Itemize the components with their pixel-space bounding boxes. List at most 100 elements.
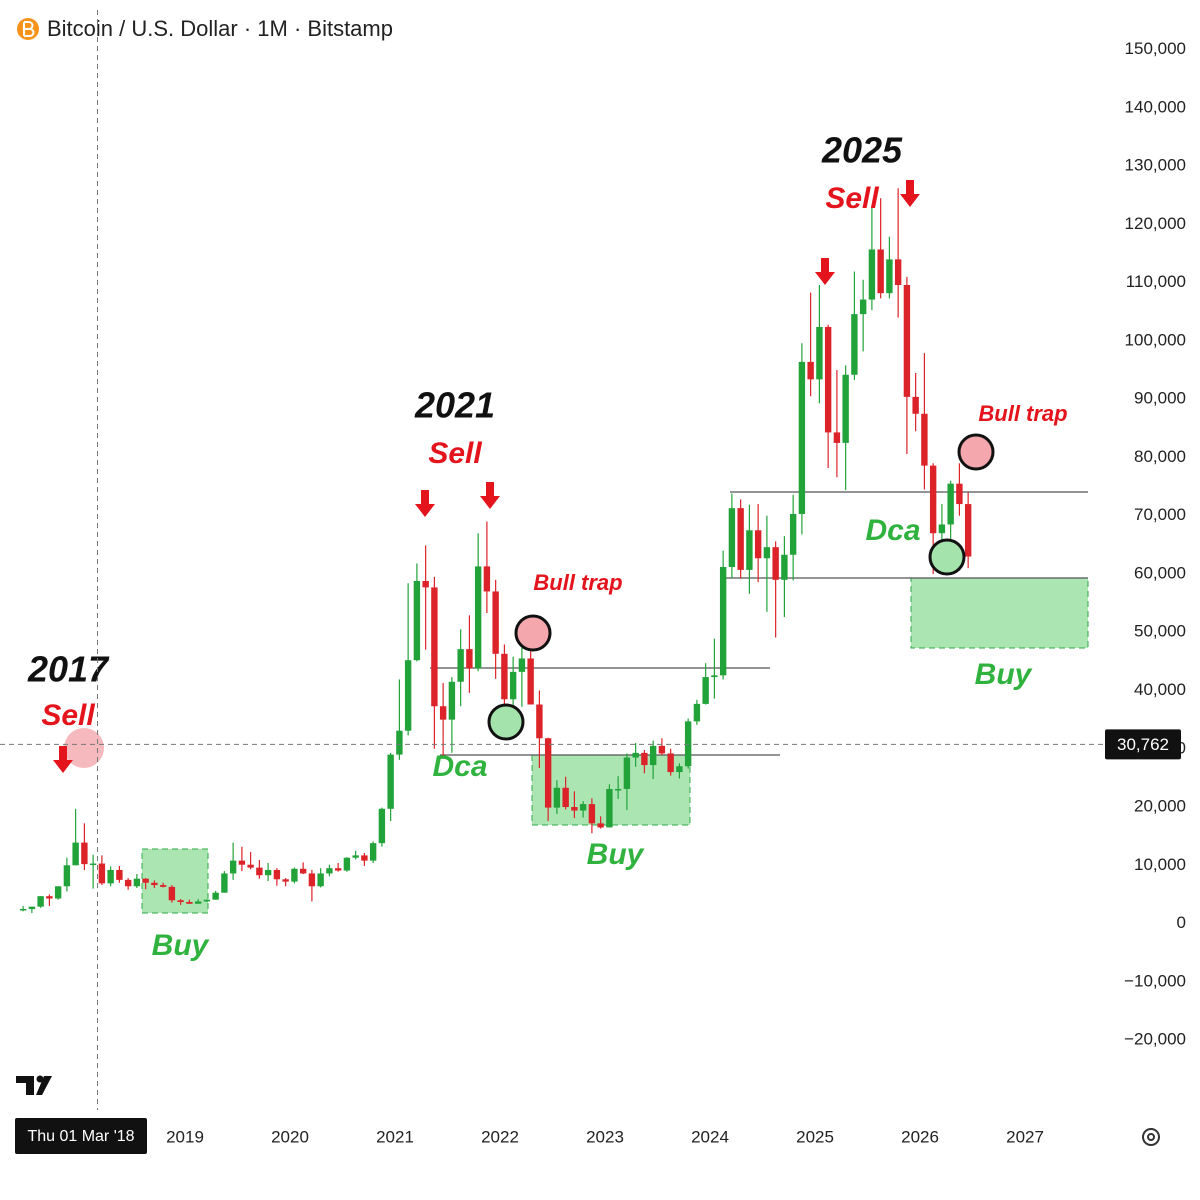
pink-circle (64, 728, 104, 768)
x-tick-label: 2027 (1006, 1127, 1044, 1146)
candle-body (46, 896, 53, 899)
candle-body (474, 566, 482, 669)
annotation: Buy (152, 929, 210, 962)
candle-body (54, 886, 62, 899)
price-label-box (1105, 729, 1181, 760)
candle-body (308, 873, 316, 887)
tv-logo-dot (36, 1075, 44, 1083)
annotation: Sell (428, 437, 482, 470)
candle-body (571, 807, 578, 811)
candle-body (527, 658, 534, 705)
y-tick-label: 90,000 (1134, 389, 1186, 408)
x-tick-label: 2020 (271, 1127, 309, 1146)
annotation: Sell (41, 699, 95, 732)
candle-body (536, 704, 543, 739)
candle-body (859, 299, 867, 315)
annotation: Buy (587, 838, 645, 871)
date-label-box (15, 1118, 147, 1154)
candle-body (921, 413, 928, 466)
y-tick-label: 60,000 (1134, 563, 1186, 582)
candle-body (623, 757, 631, 789)
date-label: Thu 01 Mar '18 (27, 1128, 134, 1145)
candle-body (72, 842, 79, 866)
candle-body (772, 547, 779, 580)
candle-body (824, 326, 832, 433)
candle-body (851, 314, 858, 375)
candle-body (37, 896, 44, 907)
candle-body (544, 738, 552, 808)
candle-body (711, 675, 718, 678)
y-tick-label: −20,000 (1124, 1030, 1186, 1049)
y-tick-label: 130,000 (1125, 156, 1186, 175)
candle-body (737, 508, 744, 570)
y-tick-label: 50,000 (1134, 622, 1186, 641)
candle-body (789, 513, 797, 555)
candle-body (483, 566, 491, 592)
candle-body (282, 879, 289, 882)
candle-body (588, 804, 596, 824)
candle-body (492, 591, 499, 654)
candle-body (203, 899, 211, 902)
green-circle (487, 703, 525, 741)
candle-body (684, 721, 692, 767)
candle-body (518, 658, 526, 672)
y-tick-label: 120,000 (1125, 214, 1186, 233)
y-tick-label: 70,000 (1134, 505, 1186, 524)
candle-body (256, 867, 263, 876)
candle-body (457, 649, 464, 682)
candle-body (886, 259, 893, 294)
tv-logo (16, 1076, 52, 1095)
candle-body (816, 326, 823, 380)
candle-body (229, 860, 237, 874)
y-tick-label: 100,000 (1125, 330, 1186, 349)
candle-body (641, 752, 648, 766)
candle-body (667, 753, 674, 773)
candle-body (807, 361, 814, 380)
candle-body (422, 580, 429, 588)
candle-body (938, 524, 946, 534)
candle-body (343, 857, 351, 871)
candle-body (334, 868, 342, 871)
candle-body (186, 902, 193, 904)
chart-title: Bitcoin / U.S. Dollar · 1M · Bitstamp (47, 16, 393, 41)
candle-body (19, 908, 27, 911)
candle-body (378, 808, 386, 844)
candle-body (894, 259, 902, 285)
y-tick-label: −10,000 (1124, 971, 1186, 990)
candle-body (369, 843, 377, 861)
candle-body (124, 879, 132, 887)
annotation: Dca (865, 514, 920, 547)
candle-body (238, 860, 246, 865)
candle-body (159, 885, 167, 887)
annotation: Bull trap (978, 401, 1067, 426)
annotation: Buy (975, 658, 1033, 691)
candle-body (728, 508, 736, 567)
candle-body (89, 863, 97, 866)
y-tick-label: 40,000 (1134, 680, 1186, 699)
annotation: 2017 (27, 649, 110, 690)
pink-circle (957, 433, 995, 471)
annotations: 2017 Sell Buy 2021 Sell Bull trap Dca Buy 2025 Se… (27, 130, 1068, 962)
settings-icon[interactable] (1142, 1128, 1160, 1146)
y-tick-label: 10,000 (1134, 855, 1186, 874)
x-tick-label: 2025 (796, 1127, 834, 1146)
candle-body (509, 671, 517, 700)
annotation: Sell (825, 182, 879, 215)
candle-body (658, 745, 666, 754)
sell-arrow (415, 490, 435, 517)
candle-body (964, 504, 972, 557)
sell-arrow (815, 258, 835, 285)
candle-body (81, 842, 88, 865)
x-tick-label: 2026 (901, 1127, 939, 1146)
candle-body (133, 878, 141, 887)
annotation: Dca (432, 750, 487, 783)
candle-body (317, 873, 324, 887)
green-circle (928, 538, 966, 576)
candle-body (562, 787, 569, 808)
candle-body (247, 864, 254, 868)
candle-body (448, 681, 456, 720)
buy-zone (910, 577, 1089, 649)
candle-body (781, 554, 788, 580)
candle-body (956, 483, 963, 505)
